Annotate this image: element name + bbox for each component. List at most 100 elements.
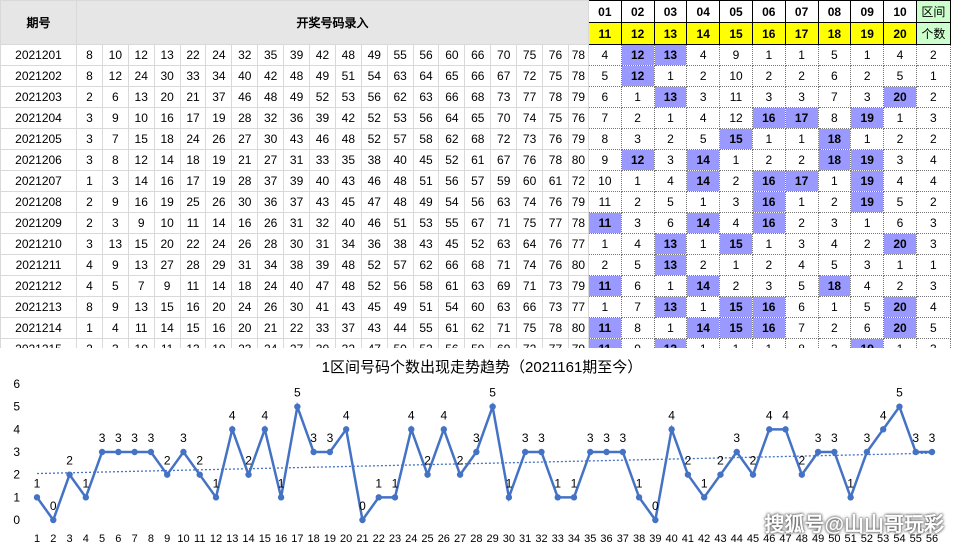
number-cell[interactable]: 56 xyxy=(464,191,492,213)
number-cell[interactable]: 11 xyxy=(127,317,155,339)
zone-hit-cell[interactable]: 16 xyxy=(751,191,786,213)
number-cell[interactable]: 76 xyxy=(542,44,569,66)
number-cell[interactable]: 25 xyxy=(179,191,207,213)
number-cell[interactable]: 14 xyxy=(153,317,181,339)
zone-cell[interactable]: 6 xyxy=(850,317,885,339)
number-cell[interactable]: 42 xyxy=(309,44,336,66)
number-cell[interactable]: 38 xyxy=(386,233,414,255)
number-cell[interactable]: 27 xyxy=(231,128,259,150)
number-cell[interactable]: 59 xyxy=(490,170,518,192)
zone-hit-cell[interactable]: 19 xyxy=(850,170,885,192)
number-cell[interactable]: 3 xyxy=(76,149,103,171)
number-cell[interactable]: 47 xyxy=(309,275,336,297)
number-cell[interactable]: 21 xyxy=(179,86,207,108)
number-cell[interactable]: 66 xyxy=(438,86,466,108)
zone-hit-cell[interactable]: 13 xyxy=(653,44,688,66)
zone-hit-cell[interactable]: 15 xyxy=(719,128,753,150)
number-cell[interactable]: 40 xyxy=(334,212,362,234)
zone-cell[interactable]: 4 xyxy=(883,170,917,192)
zone-cell[interactable]: 5 xyxy=(686,128,721,150)
zone-cell[interactable]: 2 xyxy=(751,254,786,276)
number-cell[interactable]: 78 xyxy=(567,44,589,66)
number-cell[interactable]: 76 xyxy=(542,128,569,150)
number-cell[interactable]: 76 xyxy=(542,191,569,213)
number-cell[interactable]: 52 xyxy=(464,233,492,255)
number-cell[interactable]: 64 xyxy=(412,65,440,87)
zone-cell[interactable]: 2 xyxy=(784,212,819,234)
zone-cell[interactable]: 2 xyxy=(751,65,786,87)
number-cell[interactable]: 30 xyxy=(231,191,259,213)
zone-cell[interactable]: 1 xyxy=(719,149,753,171)
number-cell[interactable]: 55 xyxy=(386,44,414,66)
zone-count-cell[interactable]: 3 xyxy=(915,212,951,234)
number-cell[interactable]: 40 xyxy=(386,149,414,171)
zone-hit-cell[interactable]: 13 xyxy=(653,254,688,276)
zone-cell[interactable]: 2 xyxy=(883,275,917,297)
number-cell[interactable]: 40 xyxy=(231,65,259,87)
zone-cell[interactable]: 1 xyxy=(587,296,622,318)
number-cell[interactable]: 80 xyxy=(567,317,589,339)
number-cell[interactable]: 37 xyxy=(283,191,311,213)
zone-cell[interactable]: 5 xyxy=(817,254,852,276)
zone-count-cell[interactable]: 3 xyxy=(915,107,951,129)
zone-cell[interactable]: 8 xyxy=(620,317,655,339)
number-cell[interactable]: 35 xyxy=(334,149,362,171)
zone-count-cell[interactable]: 2 xyxy=(915,191,951,213)
zone-hit-cell[interactable]: 11 xyxy=(587,212,622,234)
zone-cell[interactable]: 3 xyxy=(653,149,688,171)
number-cell[interactable]: 64 xyxy=(516,233,544,255)
number-cell[interactable]: 24 xyxy=(205,44,233,66)
zone-cell[interactable]: 1 xyxy=(850,44,885,66)
number-cell[interactable]: 77 xyxy=(567,233,589,255)
number-cell[interactable]: 56 xyxy=(412,44,440,66)
zone-cell[interactable]: 2 xyxy=(751,149,786,171)
number-cell[interactable]: 56 xyxy=(412,107,440,129)
number-cell[interactable]: 26 xyxy=(257,296,285,318)
zone-hit-cell[interactable]: 18 xyxy=(817,149,852,171)
number-cell[interactable]: 39 xyxy=(309,254,336,276)
number-cell[interactable]: 13 xyxy=(153,44,181,66)
number-cell[interactable]: 64 xyxy=(438,107,466,129)
number-cell[interactable]: 4 xyxy=(101,317,129,339)
number-cell[interactable]: 26 xyxy=(205,191,233,213)
zone-cell[interactable]: 10 xyxy=(719,65,753,87)
number-cell[interactable]: 34 xyxy=(334,233,362,255)
number-cell[interactable]: 40 xyxy=(309,170,336,192)
zone-cell[interactable]: 2 xyxy=(784,65,819,87)
number-cell[interactable]: 78 xyxy=(567,212,589,234)
zone-cell[interactable]: 5 xyxy=(883,191,917,213)
number-cell[interactable]: 43 xyxy=(412,233,440,255)
number-cell[interactable]: 28 xyxy=(257,233,285,255)
number-cell[interactable]: 19 xyxy=(205,107,233,129)
number-cell[interactable]: 4 xyxy=(76,275,103,297)
number-cell[interactable]: 32 xyxy=(309,212,336,234)
zone-hit-cell[interactable]: 19 xyxy=(850,149,885,171)
zone-count-cell[interactable]: 2 xyxy=(915,86,951,108)
zone-cell[interactable]: 6 xyxy=(784,296,819,318)
zone-cell[interactable]: 4 xyxy=(817,233,852,255)
number-cell[interactable]: 21 xyxy=(257,317,285,339)
number-cell[interactable]: 79 xyxy=(567,128,589,150)
number-cell[interactable]: 5 xyxy=(101,275,129,297)
number-cell[interactable]: 30 xyxy=(283,296,311,318)
zone-cell[interactable]: 4 xyxy=(653,170,688,192)
zone-cell[interactable]: 1 xyxy=(686,191,721,213)
zone-cell[interactable]: 1 xyxy=(784,44,819,66)
zone-cell[interactable]: 3 xyxy=(817,212,852,234)
zone-cell[interactable]: 2 xyxy=(850,233,885,255)
number-cell[interactable]: 11 xyxy=(179,275,207,297)
number-cell[interactable]: 46 xyxy=(231,86,259,108)
number-cell[interactable]: 70 xyxy=(490,44,518,66)
number-cell[interactable]: 36 xyxy=(283,107,311,129)
number-cell[interactable]: 49 xyxy=(412,191,440,213)
number-cell[interactable]: 9 xyxy=(101,254,129,276)
period-cell[interactable]: 2021213 xyxy=(0,296,77,318)
zone-cell[interactable]: 3 xyxy=(620,212,655,234)
zone-hit-cell[interactable]: 11 xyxy=(587,317,622,339)
number-cell[interactable]: 2 xyxy=(76,86,103,108)
number-cell[interactable]: 43 xyxy=(283,128,311,150)
zone-cell[interactable]: 4 xyxy=(686,44,721,66)
number-cell[interactable]: 6 xyxy=(101,86,129,108)
number-cell[interactable]: 63 xyxy=(464,275,492,297)
zone-hit-cell[interactable]: 16 xyxy=(751,317,786,339)
